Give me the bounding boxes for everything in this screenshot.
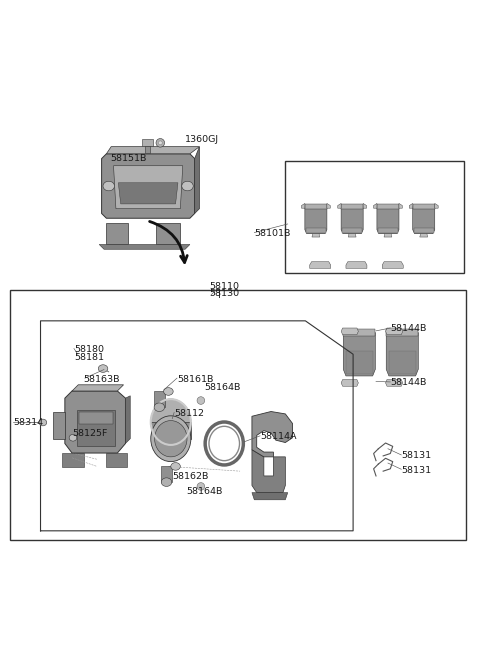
Polygon shape xyxy=(125,396,130,443)
Polygon shape xyxy=(305,204,327,209)
Polygon shape xyxy=(154,392,165,407)
Polygon shape xyxy=(377,204,399,209)
Text: 58151B: 58151B xyxy=(110,154,146,163)
Text: 58112: 58112 xyxy=(174,409,204,419)
Text: 58314: 58314 xyxy=(13,418,44,427)
Polygon shape xyxy=(413,204,435,209)
Polygon shape xyxy=(341,380,359,386)
Polygon shape xyxy=(310,262,331,268)
Polygon shape xyxy=(341,328,359,335)
Polygon shape xyxy=(151,422,191,439)
Polygon shape xyxy=(386,333,418,376)
Ellipse shape xyxy=(164,388,173,396)
Polygon shape xyxy=(327,203,330,208)
Polygon shape xyxy=(161,466,172,482)
Ellipse shape xyxy=(151,399,191,445)
Polygon shape xyxy=(435,203,438,208)
Polygon shape xyxy=(342,228,362,233)
Polygon shape xyxy=(305,207,327,234)
Polygon shape xyxy=(384,234,392,237)
Polygon shape xyxy=(414,228,434,233)
Polygon shape xyxy=(341,204,363,209)
Polygon shape xyxy=(399,203,402,208)
Polygon shape xyxy=(343,333,375,376)
Ellipse shape xyxy=(161,478,172,487)
Polygon shape xyxy=(420,234,428,237)
Text: 58162B: 58162B xyxy=(172,472,209,482)
Polygon shape xyxy=(386,329,418,336)
Polygon shape xyxy=(382,262,403,268)
Text: 58144B: 58144B xyxy=(390,325,427,333)
Polygon shape xyxy=(409,203,413,208)
Polygon shape xyxy=(363,203,367,208)
Text: 58144B: 58144B xyxy=(390,379,427,388)
Polygon shape xyxy=(107,453,127,467)
Text: 58110: 58110 xyxy=(209,281,239,291)
Ellipse shape xyxy=(154,403,165,411)
Polygon shape xyxy=(107,223,128,245)
Text: 58125F: 58125F xyxy=(72,430,108,438)
Polygon shape xyxy=(306,228,326,233)
Polygon shape xyxy=(377,207,399,234)
Polygon shape xyxy=(389,351,416,375)
Ellipse shape xyxy=(39,419,47,426)
Ellipse shape xyxy=(103,181,115,191)
Text: 58163B: 58163B xyxy=(84,375,120,384)
Polygon shape xyxy=(252,493,288,500)
Polygon shape xyxy=(144,146,150,153)
Text: 58131: 58131 xyxy=(401,451,432,461)
Polygon shape xyxy=(195,147,199,213)
Polygon shape xyxy=(252,450,285,493)
Polygon shape xyxy=(62,453,84,467)
Text: 58131: 58131 xyxy=(401,466,432,475)
Polygon shape xyxy=(301,203,305,208)
Ellipse shape xyxy=(171,462,180,470)
Polygon shape xyxy=(348,234,356,237)
Polygon shape xyxy=(252,411,292,457)
Polygon shape xyxy=(77,410,115,446)
Polygon shape xyxy=(385,328,403,335)
Polygon shape xyxy=(114,166,183,209)
Polygon shape xyxy=(346,262,367,268)
Ellipse shape xyxy=(197,397,204,404)
Ellipse shape xyxy=(151,416,191,462)
Polygon shape xyxy=(156,223,180,245)
Polygon shape xyxy=(312,234,320,237)
Ellipse shape xyxy=(98,365,108,373)
Text: 1360GJ: 1360GJ xyxy=(185,135,219,144)
Polygon shape xyxy=(79,413,113,424)
Polygon shape xyxy=(378,228,398,233)
Bar xyxy=(285,161,464,273)
Polygon shape xyxy=(65,391,125,453)
Polygon shape xyxy=(142,138,153,146)
Ellipse shape xyxy=(69,434,77,441)
Text: 58161B: 58161B xyxy=(177,375,214,384)
Polygon shape xyxy=(53,413,65,439)
Polygon shape xyxy=(343,329,375,336)
Polygon shape xyxy=(102,154,195,218)
Text: 58180: 58180 xyxy=(74,345,104,354)
Text: 58181: 58181 xyxy=(74,353,104,362)
Polygon shape xyxy=(107,147,199,154)
Text: 58164B: 58164B xyxy=(204,383,240,392)
Text: 58130: 58130 xyxy=(209,289,239,298)
Ellipse shape xyxy=(156,138,165,147)
Polygon shape xyxy=(346,351,372,375)
Text: 58114A: 58114A xyxy=(260,432,297,441)
Polygon shape xyxy=(373,203,377,208)
Polygon shape xyxy=(99,245,190,249)
Text: 58101B: 58101B xyxy=(254,229,291,238)
Polygon shape xyxy=(338,203,341,208)
Polygon shape xyxy=(118,183,178,204)
Ellipse shape xyxy=(182,181,193,191)
Ellipse shape xyxy=(158,141,162,145)
Bar xyxy=(10,290,466,541)
Polygon shape xyxy=(385,380,403,386)
Ellipse shape xyxy=(197,483,204,490)
Polygon shape xyxy=(72,385,123,391)
Ellipse shape xyxy=(155,420,187,457)
Text: 58164B: 58164B xyxy=(187,487,223,496)
Polygon shape xyxy=(413,207,435,234)
Polygon shape xyxy=(341,207,363,234)
